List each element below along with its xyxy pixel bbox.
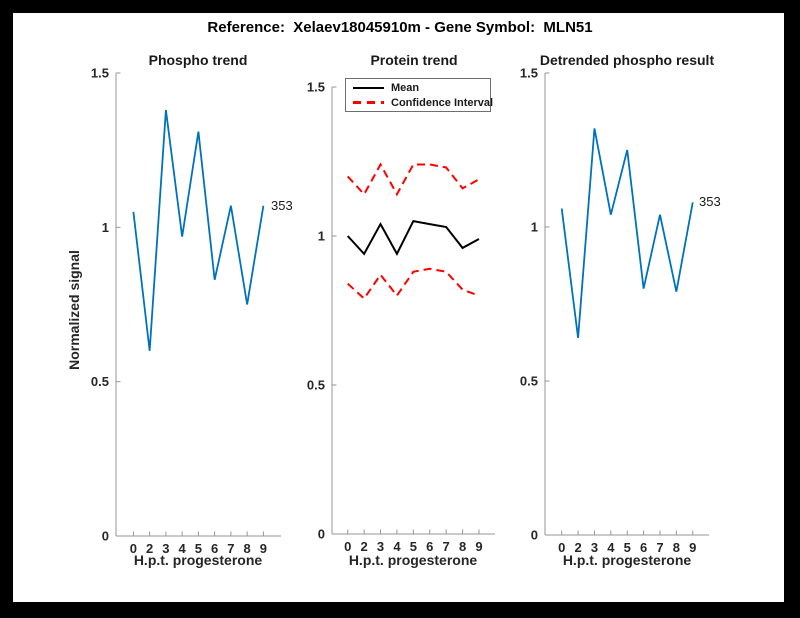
x-tick-label: 3 (162, 541, 169, 556)
x-tick-label: 3 (377, 539, 384, 554)
series-detrended-phospho-signal (560, 128, 694, 338)
figure-title: Reference: Xelaev18045910m - Gene Symbol… (207, 19, 593, 36)
confidence-interval-swatch-icon (353, 101, 384, 104)
subplot2-title: Protein trend (370, 52, 458, 68)
y-tick-label: 1.5 (520, 66, 538, 81)
x-tick-label: 0 (344, 539, 351, 554)
y-tick-label: 1 (531, 220, 538, 235)
legend-entry-mean: Mean (346, 82, 490, 94)
x-tick-label: 0 (558, 540, 565, 555)
y-tick-label: 0 (531, 528, 538, 543)
subplot1-title: Phospho trend (148, 52, 248, 68)
series-mean (346, 219, 480, 257)
y-tick-label: 1.5 (91, 66, 109, 81)
series-phospho-signal (132, 109, 265, 351)
x-tick-label: 4 (393, 539, 401, 554)
subplot3-title: Detrended phospho result (539, 52, 715, 68)
x-tick-label: 8 (459, 539, 466, 554)
last-point-annotation-subplot1: 353 (271, 198, 293, 213)
y-axis-label: Normalized signal (66, 250, 82, 370)
legend-entry-confidence-interval: Confidence Interval (346, 96, 494, 109)
x-tick-label: 9 (475, 539, 482, 554)
x-tick-label: 7 (656, 540, 663, 555)
x-tick-label: 7 (227, 541, 234, 556)
legend-label-mean: Mean (391, 81, 420, 94)
series-confidence-interval-upper (346, 162, 480, 197)
y-tick-label: 0.5 (307, 378, 325, 393)
x-tick-label: 8 (673, 540, 680, 555)
x-tick-label: 2 (146, 541, 153, 556)
x-tick-label: 7 (443, 539, 450, 554)
x-tick-label: 2 (574, 540, 581, 555)
y-tick-label: 0.5 (91, 374, 109, 389)
y-tick-label: 1 (102, 220, 109, 235)
x-tick-label: 4 (607, 540, 615, 555)
last-point-annotation-subplot3: 353 (699, 194, 721, 209)
subplot2-x-axis-label: H.p.t. progesterone (348, 552, 478, 568)
subplot3-x-axis-label: H.p.t. progesterone (562, 552, 692, 568)
x-tick-label: 6 (211, 541, 218, 556)
x-tick-label: 6 (426, 539, 433, 554)
y-tick-label: 0 (318, 527, 325, 542)
x-tick-label: 6 (640, 540, 647, 555)
mean-line-swatch-icon (353, 86, 384, 89)
x-tick-label: 0 (130, 541, 137, 556)
x-tick-label: 3 (591, 540, 598, 555)
y-tick-label: 1.5 (307, 80, 325, 95)
x-tick-label: 5 (624, 540, 631, 555)
legend: Mean Confidence Interval (345, 78, 494, 112)
subplot1-x-axis-label: H.p.t. progesterone (133, 552, 263, 568)
x-tick-label: 5 (410, 539, 417, 554)
y-tick-label: 1 (318, 229, 325, 244)
x-tick-label: 9 (260, 541, 267, 556)
x-tick-label: 2 (360, 539, 367, 554)
y-tick-label: 0.5 (520, 374, 538, 389)
x-tick-label: 4 (179, 541, 187, 556)
series-confidence-interval-lower (347, 267, 480, 301)
x-tick-label: 9 (689, 540, 696, 555)
x-tick-label: 5 (195, 541, 202, 556)
x-tick-label: 8 (244, 541, 251, 556)
legend-label-confidence-interval: Confidence Interval (391, 96, 494, 109)
y-tick-label: 0 (102, 529, 109, 544)
